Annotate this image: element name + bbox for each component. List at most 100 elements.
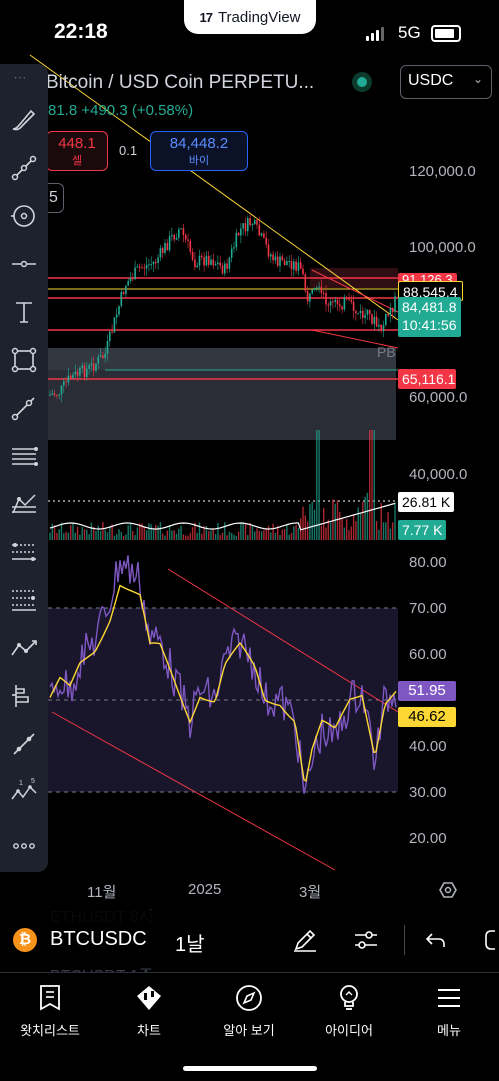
- gann-fan-tool-icon[interactable]: [6, 534, 42, 570]
- bitcoin-icon: ₿: [13, 928, 37, 952]
- candle-body: [355, 310, 357, 314]
- volume-bar: [212, 528, 214, 540]
- candle-body: [150, 264, 152, 266]
- indicators-icon[interactable]: [348, 922, 384, 958]
- candle-body: [201, 255, 203, 258]
- rsi-trend-top[interactable]: [167, 568, 399, 713]
- volume-bar: [316, 430, 318, 540]
- channel-line-bottom[interactable]: [311, 329, 399, 349]
- more-tools-icon[interactable]: [6, 828, 42, 864]
- tab-menu[interactable]: 메뉴: [399, 980, 499, 1039]
- long-position-tool-icon[interactable]: [6, 678, 42, 714]
- drag-handle-icon[interactable]: ∙∙∙: [14, 70, 28, 84]
- volume-bar: [373, 430, 375, 540]
- candle-body: [102, 355, 104, 359]
- symbol-title[interactable]: Bitcoin / USD Coin PERPETU...: [46, 72, 315, 93]
- candle-body: [343, 297, 346, 310]
- drawing-pen-icon[interactable]: [287, 922, 323, 958]
- volume-bar: [302, 506, 304, 540]
- candle-body: [382, 325, 385, 332]
- candle-body: [276, 256, 279, 266]
- volume-bar: [90, 522, 93, 540]
- parallel-channel-tool-icon[interactable]: [6, 438, 42, 474]
- network-type: 5G: [398, 23, 421, 42]
- candle-body: [159, 247, 162, 258]
- circle-tool-icon[interactable]: [6, 198, 42, 234]
- volume-bar: [318, 430, 320, 540]
- candle-body: [297, 262, 300, 271]
- status-time: 22:18: [54, 20, 108, 43]
- volume-bar: [339, 511, 341, 540]
- candle-body: [258, 224, 261, 236]
- candle-body: [129, 278, 132, 282]
- tradingview-app-pill[interactable]: 17 TradingView: [184, 0, 316, 34]
- horizontal-line-tool-icon[interactable]: [6, 246, 42, 282]
- svg-text:5: 5: [31, 778, 35, 785]
- candle-body: [295, 261, 297, 271]
- volume-bar: [166, 530, 168, 540]
- text-tool-icon[interactable]: [6, 294, 42, 330]
- channel-line-top[interactable]: [311, 269, 399, 313]
- candle-body: [56, 394, 58, 396]
- interval-button[interactable]: 1날: [175, 934, 205, 956]
- candle-body: [270, 254, 272, 257]
- sell-button[interactable]: 448.1 셀: [46, 131, 108, 171]
- volume-bar: [329, 522, 332, 540]
- trend-line[interactable]: [29, 54, 399, 321]
- interval-badge[interactable]: 5: [46, 183, 64, 213]
- volume-bar: [180, 525, 182, 540]
- fib-retracement-tool-icon[interactable]: [6, 486, 42, 522]
- trend-line-tool-icon[interactable]: [6, 150, 42, 186]
- candle-body: [244, 223, 247, 232]
- symbol-search-button[interactable]: BTCUSDC: [50, 928, 147, 950]
- candle-body: [242, 223, 244, 229]
- tab-explore[interactable]: 알아 보기: [199, 980, 299, 1039]
- brush-tool-icon[interactable]: [6, 102, 42, 138]
- candle-body: [322, 292, 325, 294]
- candle-body: [104, 353, 106, 359]
- volume-bar: [362, 501, 364, 540]
- candle-body: [283, 260, 286, 266]
- rsi-trend-bottom[interactable]: [51, 711, 336, 871]
- currency-select[interactable]: USDC ⌄: [400, 65, 492, 99]
- volume-bar: [387, 512, 389, 540]
- volume-bars: [49, 430, 396, 540]
- candle-body: [111, 331, 113, 333]
- candle-body: [256, 220, 258, 225]
- candle-body: [329, 301, 332, 306]
- buy-button[interactable]: 84,448.2 바이: [150, 131, 248, 171]
- volume-bar: [263, 530, 265, 540]
- fib-extension-tool-icon[interactable]: [6, 582, 42, 618]
- volume-bar: [95, 530, 97, 540]
- tab-watchlist[interactable]: 왓치리스트: [0, 980, 100, 1039]
- candle-body: [189, 240, 192, 252]
- candle-body: [290, 261, 293, 270]
- horizontal-levels: [48, 277, 398, 502]
- chart-canvas[interactable]: PB: [0, 0, 499, 910]
- buy-price: 84,448.2: [169, 135, 229, 152]
- ray-tool-icon[interactable]: [6, 390, 42, 426]
- fullscreen-icon[interactable]: [474, 922, 499, 958]
- volume-bar: [272, 523, 274, 540]
- volume-bar: [240, 523, 242, 540]
- tab-ideas[interactable]: 아이디어: [299, 980, 399, 1039]
- undo-icon[interactable]: [418, 922, 454, 958]
- candle-body: [327, 304, 330, 306]
- market-status-icon: [352, 72, 372, 92]
- tab-chart[interactable]: 차트: [99, 980, 199, 1039]
- candle-body: [311, 289, 313, 294]
- projection-tool-icon[interactable]: [6, 726, 42, 762]
- volume-bar: [175, 533, 178, 540]
- volume-bar: [83, 529, 86, 540]
- pattern-tool-icon[interactable]: [6, 630, 42, 666]
- candle-body: [325, 292, 327, 305]
- volume-bar: [247, 535, 249, 540]
- candle-body: [380, 324, 382, 332]
- candle-body: [63, 381, 65, 386]
- candle-body: [341, 306, 343, 310]
- rsi-tick: 70.00: [409, 600, 447, 617]
- chart-settings-icon[interactable]: [439, 882, 457, 898]
- candle-body: [309, 293, 311, 302]
- rectangle-tool-icon[interactable]: [6, 342, 42, 378]
